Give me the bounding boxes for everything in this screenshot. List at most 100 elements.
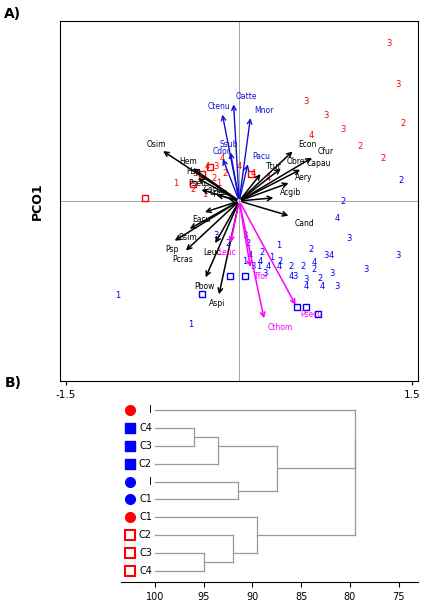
Text: 4: 4	[328, 251, 333, 260]
Text: C1: C1	[139, 494, 151, 505]
Text: Econ: Econ	[298, 140, 316, 149]
Text: C3: C3	[139, 548, 151, 558]
Text: 4: 4	[219, 154, 224, 163]
Text: Cscu: Cscu	[203, 185, 221, 193]
Text: A): A)	[4, 7, 22, 21]
Text: 3: 3	[291, 272, 297, 281]
Text: 1: 1	[275, 241, 280, 250]
Text: Acgib: Acgib	[279, 188, 300, 197]
Text: 3: 3	[395, 251, 400, 260]
Text: Ttur: Ttur	[265, 162, 281, 171]
Text: 3: 3	[303, 97, 308, 106]
Text: 1: 1	[215, 179, 221, 188]
Text: 4: 4	[334, 214, 339, 223]
Text: C2: C2	[138, 458, 151, 469]
Text: 2: 2	[311, 265, 316, 274]
Text: Pacu: Pacu	[251, 152, 269, 161]
Text: 4: 4	[311, 258, 316, 267]
Text: 3: 3	[213, 231, 218, 240]
Text: 4: 4	[276, 262, 282, 271]
Text: 4: 4	[265, 174, 270, 183]
Text: 3: 3	[261, 269, 267, 277]
Text: 4: 4	[288, 272, 293, 281]
Text: 2: 2	[316, 274, 322, 283]
Text: 2: 2	[380, 154, 385, 163]
Text: 2: 2	[211, 174, 216, 183]
Text: Leuc: Leuc	[203, 248, 221, 257]
Text: Cthom: Cthom	[267, 323, 293, 332]
Text: Cfur: Cfur	[317, 147, 333, 156]
Text: Lpec: Lpec	[209, 188, 227, 197]
Text: 1: 1	[173, 179, 178, 188]
Text: 2: 2	[259, 248, 264, 257]
Text: 2: 2	[307, 245, 313, 253]
Text: C4: C4	[139, 566, 151, 576]
Text: 3: 3	[192, 169, 197, 178]
Text: Cdor: Cdor	[212, 147, 230, 156]
Text: 4: 4	[319, 282, 324, 291]
Text: Bsim: Bsim	[178, 232, 197, 241]
Text: 1: 1	[242, 257, 247, 265]
Text: Psecu: Psecu	[300, 310, 322, 319]
Text: 3: 3	[213, 162, 218, 171]
Text: 3: 3	[362, 265, 368, 274]
Text: 4: 4	[257, 257, 262, 265]
Text: Mnor: Mnor	[254, 106, 273, 115]
Text: 3: 3	[328, 269, 333, 277]
Text: C3: C3	[139, 440, 151, 451]
Text: 2: 2	[357, 142, 362, 151]
Text: Pcras: Pcras	[172, 255, 193, 264]
Text: 1: 1	[202, 190, 207, 199]
Text: 2: 2	[299, 262, 304, 271]
Text: 4: 4	[250, 169, 255, 178]
Text: 1: 1	[115, 291, 120, 300]
Text: C1: C1	[139, 512, 151, 523]
Text: 4: 4	[303, 282, 308, 291]
Text: 1: 1	[187, 320, 193, 329]
Text: 1: 1	[255, 262, 261, 271]
Text: PCO1: PCO1	[31, 182, 44, 220]
Text: 4: 4	[307, 131, 313, 140]
Text: Tfor: Tfor	[254, 272, 269, 281]
Text: Pbow: Pbow	[194, 282, 214, 291]
Text: Pseu: Pseu	[188, 179, 206, 188]
Text: 3: 3	[322, 251, 328, 260]
Text: Ssub: Ssub	[219, 140, 237, 149]
Text: 4: 4	[248, 251, 253, 260]
Text: Aery: Aery	[294, 173, 311, 181]
Text: 3: 3	[345, 234, 351, 243]
Text: 2: 2	[245, 239, 251, 248]
Text: 3: 3	[334, 282, 339, 291]
Text: 4: 4	[236, 162, 241, 171]
Text: Capau: Capau	[305, 159, 330, 168]
Text: 3: 3	[250, 262, 255, 271]
Text: Psp: Psp	[165, 245, 178, 253]
Text: Hsp: Hsp	[186, 167, 200, 176]
Text: 2: 2	[288, 262, 293, 271]
Text: Obre: Obre	[286, 157, 304, 166]
Text: Osim: Osim	[147, 140, 166, 149]
Text: 1: 1	[268, 253, 273, 262]
Text: Ctenu: Ctenu	[208, 102, 230, 111]
Text: I: I	[149, 476, 151, 487]
Text: 3: 3	[303, 275, 308, 284]
Text: 4: 4	[204, 162, 209, 171]
Text: 3: 3	[242, 231, 247, 240]
Text: 3: 3	[395, 80, 400, 89]
Text: B): B)	[4, 376, 21, 390]
Text: 2: 2	[276, 257, 282, 265]
Text: 2: 2	[222, 169, 227, 178]
Text: 3: 3	[322, 111, 328, 120]
Text: Aspi: Aspi	[209, 299, 225, 308]
Text: 2: 2	[190, 185, 195, 193]
Text: 2: 2	[224, 239, 230, 248]
Text: Cand: Cand	[294, 219, 313, 228]
Text: 3: 3	[386, 39, 391, 48]
Text: Leuc: Leuc	[218, 248, 236, 257]
Text: 2: 2	[399, 119, 405, 128]
Text: C2: C2	[138, 530, 151, 541]
Text: I: I	[149, 405, 151, 415]
X-axis label: PCO2: PCO2	[220, 403, 258, 416]
Text: C4: C4	[139, 423, 151, 433]
Text: 2: 2	[340, 196, 345, 205]
